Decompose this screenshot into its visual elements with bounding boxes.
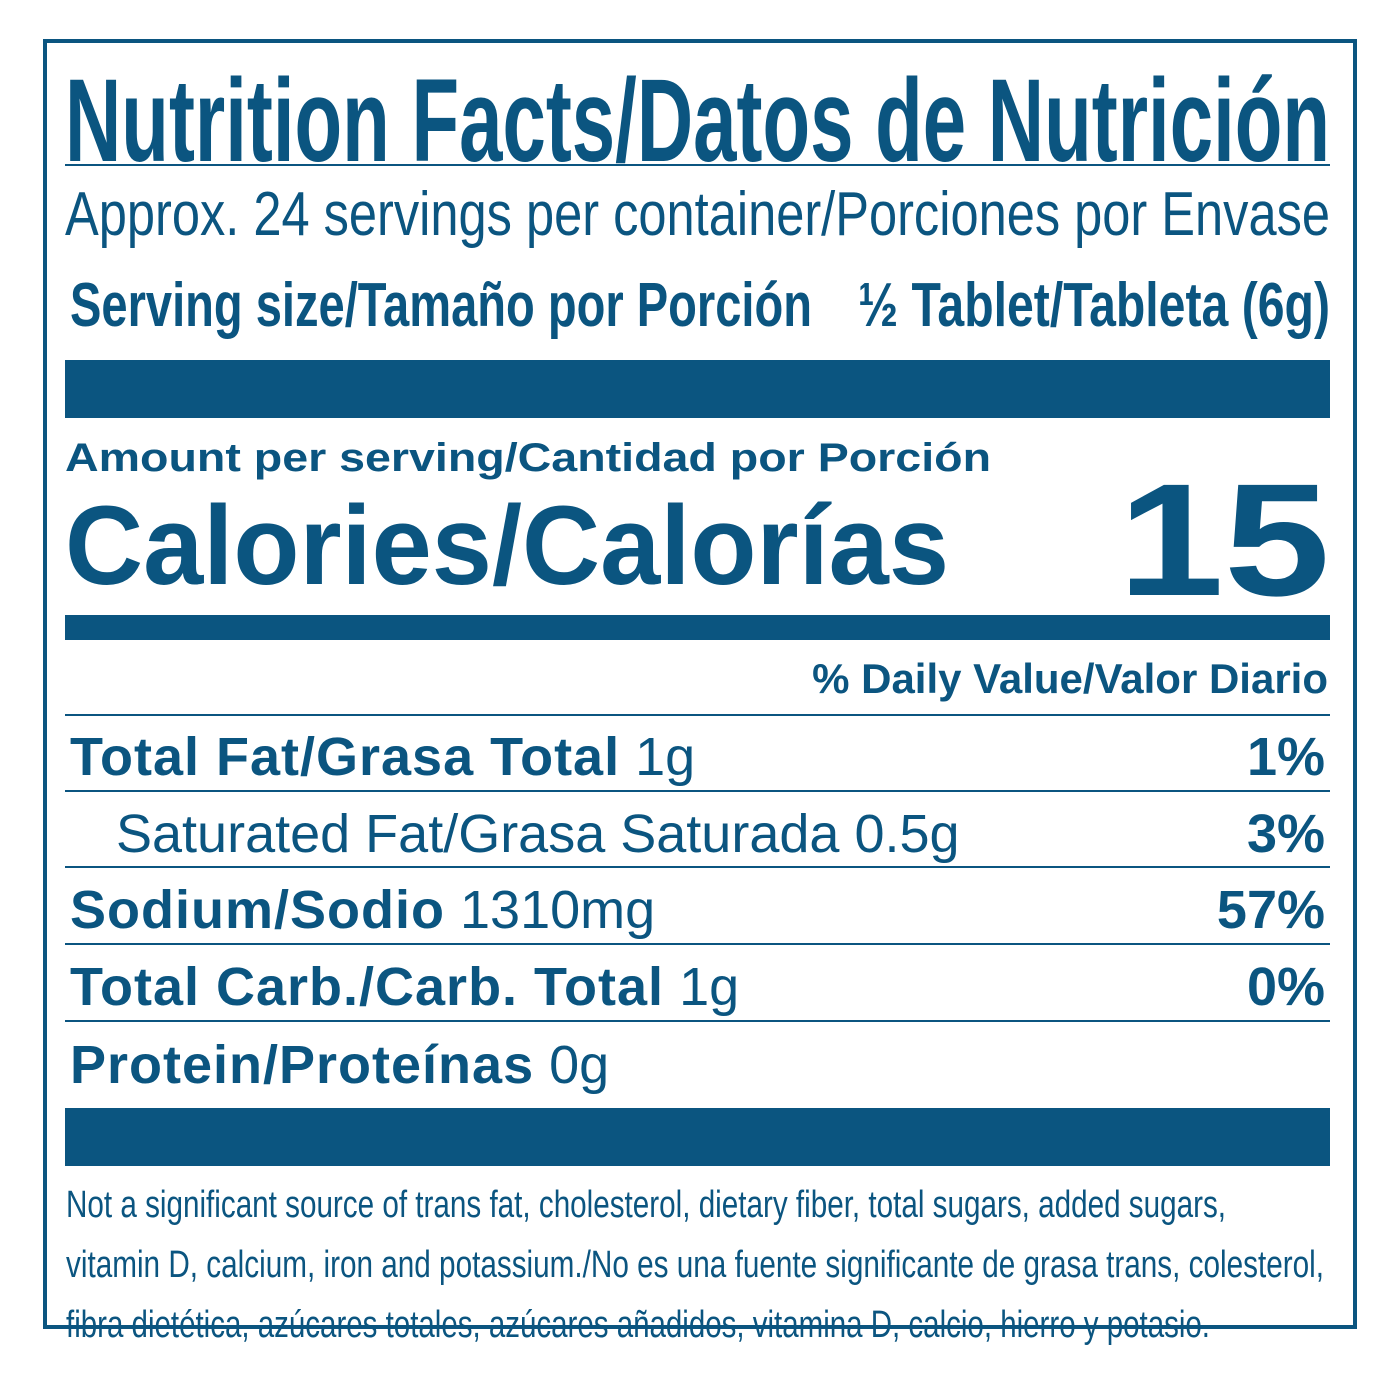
nutrient-label: Protein/Proteínas — [70, 1035, 535, 1095]
nutrition-label-border — [43, 39, 1357, 1329]
medium-divider — [65, 615, 1330, 640]
thick-divider — [65, 360, 1330, 418]
divider — [65, 1020, 1330, 1022]
nutrient-amount: 1310mg — [460, 880, 656, 940]
calories-label: Calories/Calorías — [65, 483, 949, 608]
servings-per-container: Approx. 24 servings per container/Porcio… — [65, 180, 1330, 249]
divider — [65, 790, 1330, 792]
nutrient-dv: 1% — [1246, 727, 1325, 787]
label-title: Nutrition Facts/Datos de Nutrición — [65, 55, 1330, 187]
nutrient-row-total-carb: Total Carb./Carb. Total 1g 0% — [70, 956, 1325, 1017]
serving-size-label: Serving size/Tamaño por Porción — [70, 271, 812, 340]
nutrient-dv: 57% — [1216, 880, 1325, 940]
footnote-line: Not a significant source of trans fat, c… — [66, 1184, 1226, 1226]
title-wrap: Nutrition Facts/Datos de Nutrición — [65, 62, 1400, 180]
nutrient-row-sodium: Sodium/Sodio 1310mg 57% — [70, 879, 1325, 940]
nutrient-label: Total Carb./Carb. Total — [70, 957, 665, 1017]
calories-value: 15 — [1118, 450, 1330, 629]
nutrient-label: Sodium/Sodio — [70, 880, 445, 940]
amount-per-serving: Amount per serving/Cantidad por Porción — [65, 436, 991, 480]
nutrient-label: Total Fat/Grasa Total — [70, 727, 621, 787]
footnote-line: vitamin D, calcium, iron and potassium./… — [66, 1244, 1324, 1286]
divider — [65, 714, 1330, 716]
nutrient-dv: 0% — [1246, 957, 1325, 1017]
nutrient-row-saturated-fat: Saturated Fat/Grasa Saturada 0.5g 3% — [70, 803, 1325, 864]
nutrient-amount: 1g — [635, 727, 696, 787]
thick-divider — [65, 1108, 1330, 1166]
serving-size-value: ½ Tablet/Tableta (6g) — [858, 271, 1330, 340]
nutrient-dv: 3% — [1246, 804, 1325, 864]
nutrient-row-total-fat: Total Fat/Grasa Total 1g 1% — [70, 726, 1325, 787]
daily-value-header: % Daily Value/Valor Diario — [812, 655, 1328, 702]
divider — [65, 164, 1330, 166]
divider — [65, 866, 1330, 868]
divider — [65, 943, 1330, 945]
nutrient-amount: 0g — [549, 1035, 610, 1095]
nutrient-amount: 1g — [679, 957, 740, 1017]
footnote-line: fibra dietética, azúcares totales, azúca… — [66, 1304, 1210, 1346]
nutrient-row-protein: Protein/Proteínas 0g — [70, 1034, 1325, 1095]
nutrient-amount: 0.5g — [854, 804, 960, 864]
nutrient-label: Saturated Fat/Grasa Saturada — [116, 804, 840, 864]
